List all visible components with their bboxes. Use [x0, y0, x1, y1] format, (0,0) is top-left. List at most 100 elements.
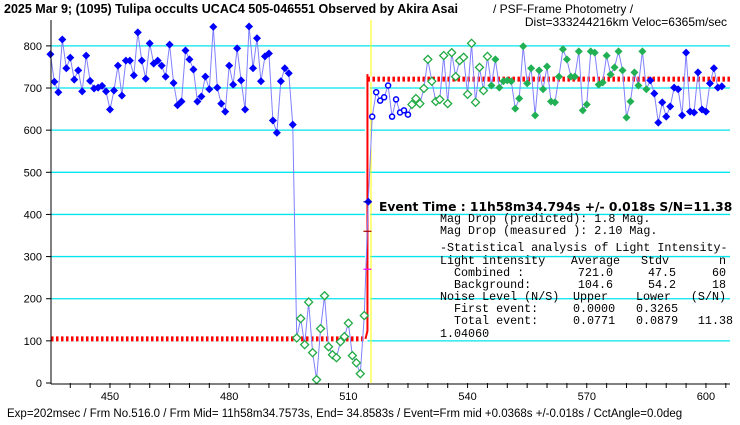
- first-event-label: First event:: [454, 302, 538, 316]
- data-point: [590, 48, 599, 57]
- x-tick-label: 570: [578, 391, 596, 403]
- data-point: [602, 51, 611, 60]
- data-point: [141, 74, 150, 83]
- data-point: [66, 53, 75, 62]
- data-point: [129, 71, 138, 80]
- data-point: [165, 40, 174, 49]
- data-point: [400, 107, 408, 114]
- y-tick-label: 0: [36, 378, 42, 390]
- data-point: [288, 120, 297, 129]
- data-point: [217, 99, 226, 108]
- x-tick-label: 480: [220, 391, 238, 403]
- stats-header-stdv: Stdv: [641, 254, 669, 268]
- data-point: [209, 22, 218, 31]
- x-tick-label: 510: [339, 391, 357, 403]
- data-point: [535, 66, 544, 75]
- data-point: [169, 78, 178, 87]
- data-point: [482, 51, 493, 62]
- data-point: [276, 77, 285, 86]
- data-point: [221, 107, 230, 116]
- y-tick-label: 600: [24, 125, 42, 137]
- data-point: [82, 51, 91, 60]
- data-point: [233, 44, 242, 53]
- data-point: [658, 98, 667, 107]
- event-error-markers: [363, 201, 372, 270]
- data-point: [295, 313, 306, 324]
- data-point: [474, 62, 485, 73]
- data-point: [74, 66, 83, 75]
- data-point: [462, 89, 473, 100]
- results-panel: Mag Drop (predicted): 1.8 Mag. Mag Drop …: [440, 212, 733, 341]
- data-point: [562, 55, 571, 64]
- footer-info: Exp=202msec / Frm No.516.0 / Frm Mid= 11…: [7, 408, 682, 420]
- data-point: [614, 47, 623, 56]
- data-point: [54, 88, 63, 97]
- chart-title-suffix: / PSF-Frame Photometry /: [493, 2, 634, 16]
- data-point: [418, 83, 429, 94]
- data-point: [343, 318, 354, 329]
- extra-value: 1.04060: [440, 327, 489, 341]
- data-point: [102, 87, 111, 96]
- x-axis-ticks: 450 480 510 540 570 600: [69, 383, 727, 403]
- data-point: [694, 68, 703, 77]
- data-point: [46, 50, 55, 59]
- fit-step-line: [364, 74, 369, 340]
- y-tick-label: 500: [24, 167, 42, 179]
- stats-header-label: Light intensity: [440, 254, 545, 268]
- data-point: [411, 93, 421, 104]
- total-event-upper: 0.0771: [573, 314, 615, 328]
- data-point: [291, 332, 302, 343]
- data-point: [650, 89, 659, 98]
- chart-title: 2025 Mar 9; (1095) Tulipa occults UCAC4 …: [4, 2, 458, 16]
- combined-stdv: 47.5: [648, 266, 676, 280]
- mag-drop-predicted: Mag Drop (predicted): 1.8 Mag.: [440, 212, 650, 226]
- data-point: [256, 77, 265, 86]
- data-point: [539, 85, 548, 94]
- data-point: [359, 310, 370, 321]
- data-point: [701, 107, 710, 116]
- data-point: [570, 72, 579, 81]
- data-point: [717, 82, 726, 91]
- data-point: [618, 66, 627, 75]
- mag-drop-measured: Mag Drop (measured ): 2.10 Mag.: [440, 224, 657, 238]
- stats-heading: -Statistical analysis of Light Intensity…: [440, 241, 728, 255]
- data-point: [161, 72, 170, 81]
- data-point: [705, 79, 714, 88]
- data-point: [323, 341, 334, 352]
- data-point: [225, 61, 234, 70]
- data-point: [268, 116, 277, 125]
- total-event-label: Total event:: [454, 314, 538, 328]
- data-point: [626, 97, 635, 106]
- data-point: [682, 48, 691, 57]
- data-point: [315, 323, 326, 334]
- background-label: Background:: [454, 278, 531, 292]
- data-point: [197, 92, 206, 101]
- data-point: [622, 113, 631, 122]
- data-point: [523, 79, 532, 88]
- data-point: [414, 98, 425, 109]
- data-point: [709, 64, 718, 73]
- stats-header-n: n: [719, 254, 726, 268]
- data-point: [213, 83, 222, 92]
- data-point: [311, 374, 322, 385]
- data-point: [253, 34, 262, 43]
- x-tick-label: 600: [697, 391, 715, 403]
- data-point: [355, 368, 366, 379]
- data-point: [674, 85, 683, 94]
- data-point: [554, 72, 563, 81]
- data-point: [384, 82, 392, 89]
- data-point: [237, 76, 246, 85]
- y-tick-label: 200: [24, 294, 42, 306]
- data-point: [193, 97, 202, 106]
- data-point: [404, 111, 412, 118]
- data-point: [495, 83, 504, 92]
- data-point: [245, 22, 254, 31]
- data-point: [185, 55, 194, 64]
- data-point: [550, 98, 559, 107]
- data-point: [458, 52, 469, 63]
- data-point: [70, 75, 79, 84]
- data-point: [181, 46, 190, 55]
- data-point: [630, 68, 639, 77]
- data-point: [376, 97, 384, 104]
- total-event-lower: 0.0879: [636, 314, 678, 328]
